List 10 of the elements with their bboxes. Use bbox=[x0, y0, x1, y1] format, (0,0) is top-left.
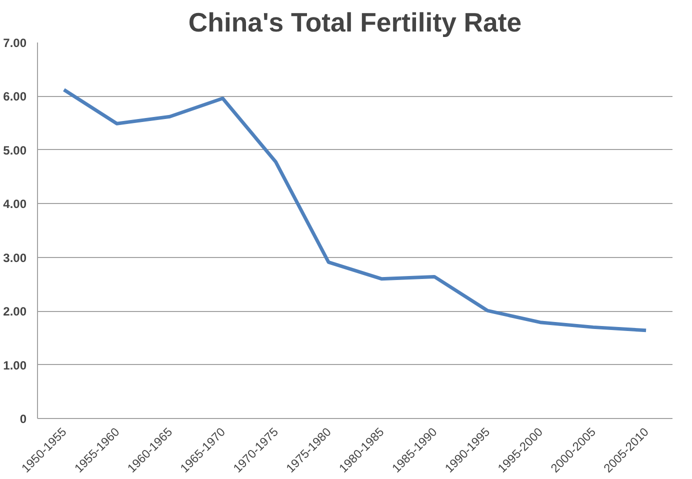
y-tick-label: 2.00 bbox=[3, 304, 27, 319]
chart-title: China's Total Fertility Rate bbox=[188, 8, 522, 38]
y-tick-label: 4.00 bbox=[3, 197, 27, 212]
y-tick-label: 0 bbox=[20, 412, 27, 426]
y-tick-label: 3.00 bbox=[3, 250, 27, 265]
y-tick-label: 5.00 bbox=[3, 143, 27, 158]
line-series bbox=[62, 88, 648, 332]
y-tick-label: 7.00 bbox=[3, 36, 27, 50]
y-tick-label: 1.00 bbox=[3, 358, 27, 372]
y-tick-label: 6.00 bbox=[3, 90, 27, 104]
